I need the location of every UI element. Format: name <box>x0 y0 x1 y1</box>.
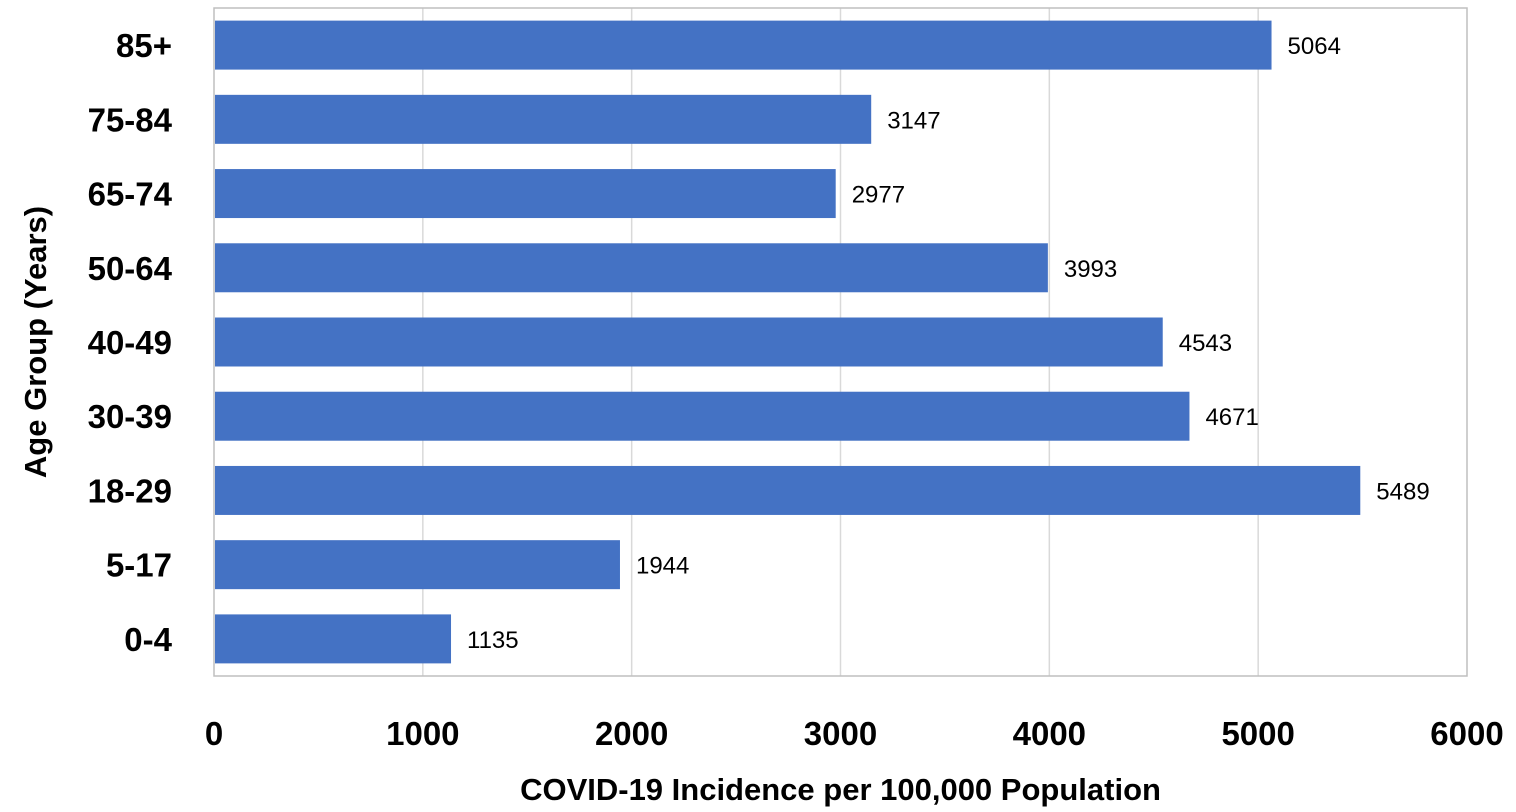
x-tick-label-5000: 5000 <box>1221 715 1294 752</box>
bar-30-39 <box>215 391 1190 441</box>
bar-40-49 <box>215 317 1163 367</box>
bar-75-84 <box>215 94 872 144</box>
x-tick-label-3000: 3000 <box>804 715 877 752</box>
bar-18-29 <box>215 465 1361 515</box>
x-tick-label-1000: 1000 <box>386 715 459 752</box>
y-axis-title: Age Group (Years) <box>18 206 53 478</box>
category-label-50-64: 50-64 <box>88 250 173 287</box>
category-label-85+: 85+ <box>116 27 172 64</box>
data-label-5-17: 1944 <box>636 553 689 580</box>
data-label-18-29: 5489 <box>1376 478 1429 505</box>
bar-85+ <box>215 20 1272 70</box>
x-tick-label-4000: 4000 <box>1013 715 1086 752</box>
data-label-85+: 5064 <box>1288 33 1341 60</box>
category-label-5-17: 5-17 <box>106 547 172 584</box>
x-tick-label-0: 0 <box>205 715 223 752</box>
plot-area-border <box>213 7 1468 677</box>
data-labels: 1135 1944 5489 4671 4543 3993 2977 3147 5064 <box>467 33 1430 654</box>
category-label-40-49: 40-49 <box>88 324 172 361</box>
x-axis-tick-labels: 0 1000 2000 3000 4000 5000 6000 <box>205 715 1504 752</box>
bars <box>215 20 1361 664</box>
x-tick-label-2000: 2000 <box>595 715 668 752</box>
category-label-30-39: 30-39 <box>88 398 172 435</box>
category-label-75-84: 75-84 <box>88 101 173 138</box>
x-tick-label-6000: 6000 <box>1430 715 1503 752</box>
category-label-18-29: 18-29 <box>88 472 172 509</box>
category-label-0-4: 0-4 <box>124 621 172 658</box>
data-label-65-74: 2977 <box>852 182 905 209</box>
category-label-65-74: 65-74 <box>88 176 173 213</box>
data-label-30-39: 4671 <box>1205 404 1258 431</box>
data-label-0-4: 1135 <box>467 627 519 654</box>
bar-50-64 <box>215 243 1048 293</box>
x-axis-title: COVID-19 Incidence per 100,000 Populatio… <box>520 772 1161 807</box>
data-label-40-49: 4543 <box>1179 330 1232 357</box>
bar-65-74 <box>215 169 836 219</box>
data-label-50-64: 3993 <box>1064 256 1117 283</box>
data-label-75-84: 3147 <box>887 107 940 134</box>
bar-0-4 <box>215 614 452 664</box>
y-axis-category-labels: 0-4 5-17 18-29 30-39 40-49 50-64 65-74 75-84 85+ <box>88 27 173 658</box>
bar-5-17 <box>215 540 620 590</box>
